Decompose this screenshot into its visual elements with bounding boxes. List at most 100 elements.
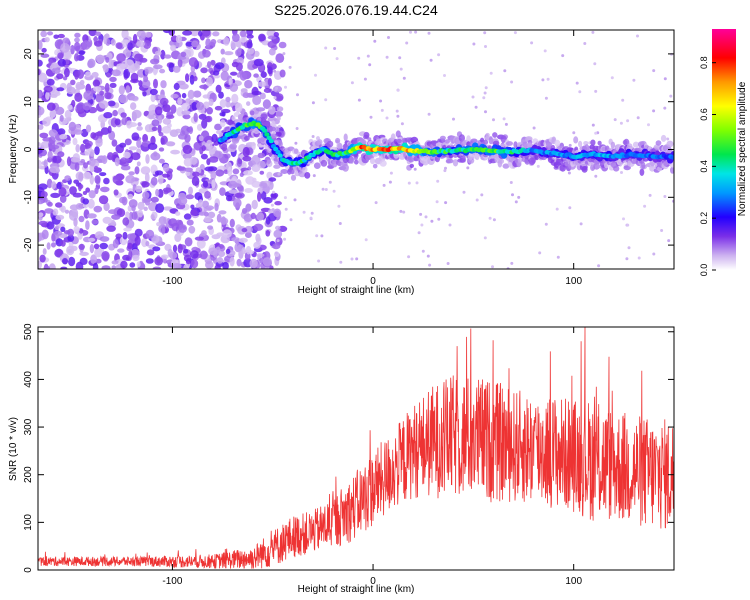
noise-blob	[206, 107, 214, 115]
speckle	[415, 181, 419, 185]
noise-blob	[89, 244, 95, 254]
noise-blob	[120, 260, 128, 269]
noise-blob	[115, 42, 123, 49]
speckle	[543, 49, 547, 53]
noise-blob	[252, 95, 262, 106]
noise-blob	[225, 248, 231, 255]
noise-blob	[218, 210, 227, 215]
signal-halo	[641, 161, 646, 170]
noise-blob	[145, 154, 150, 164]
noise-blob	[257, 152, 265, 159]
noise-blob	[121, 117, 128, 126]
noise-blob	[243, 170, 253, 176]
signal-halo	[439, 135, 446, 141]
speckle	[419, 212, 423, 216]
noise-blob	[214, 123, 222, 131]
speckle	[484, 45, 487, 48]
noise-blob	[220, 70, 229, 81]
speckle	[339, 260, 343, 264]
signal-halo	[613, 165, 620, 172]
noise-blob	[244, 232, 252, 238]
noise-blob	[67, 104, 73, 110]
noise-blob	[54, 225, 60, 231]
signal-halo	[459, 155, 466, 163]
signal-halo	[396, 138, 402, 144]
speckle	[625, 257, 629, 261]
noise-blob	[230, 71, 238, 76]
speckle	[437, 53, 441, 57]
signal-core	[268, 138, 274, 144]
noise-blob	[275, 126, 280, 134]
noise-blob	[111, 69, 121, 77]
speckle	[363, 77, 367, 81]
spectrogram-ytick-label: 0	[23, 146, 34, 152]
spectrogram-plot-area	[38, 30, 674, 269]
noise-blob	[216, 257, 224, 264]
speckle	[546, 77, 550, 81]
noise-blob	[171, 222, 180, 232]
noise-blob	[137, 201, 145, 211]
signal-core	[266, 135, 272, 141]
noise-blob	[124, 138, 132, 146]
noise-blob	[173, 82, 180, 91]
speckle	[538, 251, 542, 255]
speckle	[492, 118, 495, 122]
noise-blob	[235, 49, 242, 57]
noise-blob	[250, 212, 256, 220]
noise-blob	[64, 67, 70, 78]
speckle	[427, 31, 431, 35]
noise-blob	[194, 236, 204, 241]
noise-blob	[78, 184, 84, 189]
noise-blob	[160, 135, 168, 145]
noise-blob	[107, 100, 116, 107]
noise-blob	[130, 152, 141, 161]
noise-blob	[112, 239, 119, 249]
noise-blob	[90, 254, 97, 264]
noise-blob	[266, 171, 273, 180]
noise-blob	[136, 125, 143, 131]
noise-blob	[90, 132, 97, 139]
noise-blob	[255, 107, 266, 112]
noise-blob	[207, 211, 216, 219]
speckle	[283, 237, 287, 241]
noise-blob	[158, 147, 165, 152]
noise-blob	[85, 71, 92, 78]
speckle	[373, 39, 377, 43]
speckle	[320, 234, 324, 238]
noise-blob	[99, 90, 105, 96]
noise-blob	[210, 39, 217, 45]
noise-blob	[150, 58, 160, 65]
noise-blob	[274, 201, 282, 206]
noise-blob	[234, 102, 243, 113]
noise-blob	[82, 191, 87, 195]
signal-halo	[290, 174, 297, 181]
noise-blob	[229, 256, 235, 267]
noise-blob	[78, 228, 84, 234]
speckle	[277, 124, 281, 128]
noise-blob	[73, 217, 78, 227]
noise-blob	[279, 69, 286, 78]
noise-blob	[196, 238, 206, 249]
noise-blob	[184, 49, 192, 58]
noise-blob	[256, 253, 265, 258]
signal-halo	[528, 157, 536, 165]
noise-blob	[163, 104, 171, 113]
spectrogram-ylabel: Frequency (Hz)	[8, 115, 19, 184]
noise-blob	[199, 250, 208, 260]
noise-blob	[278, 41, 287, 49]
noise-blob	[274, 111, 283, 118]
signal-halo	[409, 163, 414, 168]
noise-blob	[263, 88, 272, 93]
noise-blob	[94, 40, 103, 47]
noise-blob	[239, 36, 247, 43]
speckle	[669, 94, 673, 98]
noise-blob	[187, 89, 195, 100]
signal-halo	[590, 139, 596, 146]
speckle	[413, 167, 417, 171]
noise-blob	[136, 40, 146, 48]
noise-blob	[205, 38, 211, 48]
speckle	[443, 169, 447, 173]
speckle	[637, 256, 641, 260]
